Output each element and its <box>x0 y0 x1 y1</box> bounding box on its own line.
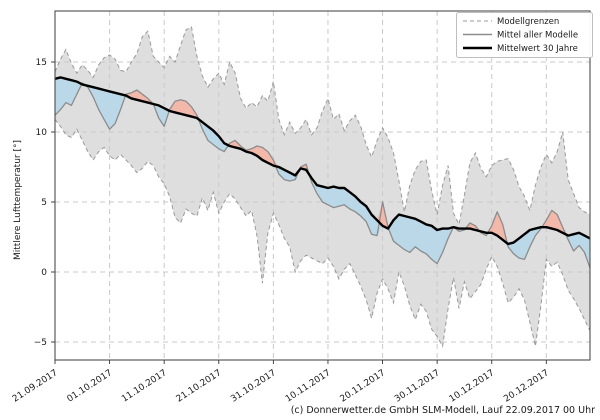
upper-bound-line <box>54 26 591 226</box>
colder-than-normal-fill <box>55 77 590 268</box>
y-tick-label: 5 <box>41 198 47 208</box>
legend-item-mittel-aller-modelle-label: Mittel aller Modelle <box>497 31 578 41</box>
legend-item-modellgrenzen-label: Modellgrenzen <box>497 17 559 27</box>
x-tick-label: 10.11.2017 <box>284 368 333 404</box>
x-tick-label: 31.10.2017 <box>229 368 278 404</box>
x-tick-label: 30.11.2017 <box>393 368 442 404</box>
y-tick-label: 10 <box>36 128 48 138</box>
y-tick-label: −5 <box>34 338 47 348</box>
x-tick-label: 10.12.2017 <box>448 368 497 404</box>
x-tick-label: 11.10.2017 <box>120 368 169 404</box>
x-tick-label: 01.10.2017 <box>66 368 115 404</box>
x-tick-label: 21.09.2017 <box>11 368 60 404</box>
legend-item-mittelwert-30-jahre-label: Mittelwert 30 Jahre <box>497 44 578 54</box>
plot-frame <box>54 10 591 361</box>
y-tick-label: 15 <box>36 58 47 68</box>
x-tick-label: 20.11.2017 <box>339 368 388 404</box>
x-tick-label: 20.12.2017 <box>502 368 551 404</box>
climate-mean-30y-line <box>54 76 591 246</box>
x-tick-label: 21.10.2017 <box>175 368 224 404</box>
y-tick-label: 0 <box>41 268 47 278</box>
model-mean-line <box>54 82 591 269</box>
copyright-caption: (c) Donnerwetter.de GmbH SLM-Modell, Lau… <box>290 405 595 416</box>
legend-box <box>456 12 593 58</box>
y-axis-label: Mittlere Lufttemperatur [°] <box>13 140 23 260</box>
